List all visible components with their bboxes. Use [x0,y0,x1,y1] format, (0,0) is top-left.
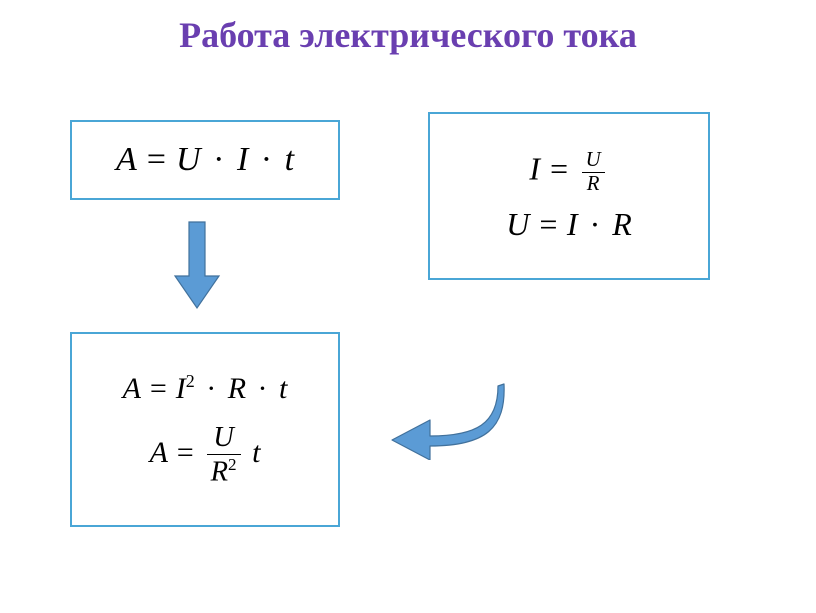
sym-A: A [123,372,141,405]
sym-A: A [116,141,136,178]
dot-op: · [202,372,220,405]
sym-I: I [176,372,186,405]
fraction-ur2: U R2 [207,422,241,489]
arrow-curve-icon [386,380,506,460]
sym-t: t [285,141,294,178]
dot-op: · [586,206,605,242]
sym-R: R [228,372,246,405]
sym-I: I [567,206,578,242]
frac-den: R [582,172,605,196]
sym-t: t [279,372,287,405]
sym-eq: = [175,436,203,469]
dot-op: · [209,141,228,178]
frac-num: U [582,149,605,172]
sym-I: I [237,141,248,178]
formula-a-i2rt: A = I2 · R · t [123,371,288,406]
arrow-down-icon [172,220,222,310]
dot-op: · [257,141,276,178]
sym-eq: = [548,151,578,187]
page-title: Работа электрического тока [0,14,816,56]
formula-a-uit: A = U · I · t [116,141,294,179]
sup-2: 2 [228,455,237,474]
frac-den: R2 [207,454,241,489]
dot-op: · [254,372,272,405]
formula-box-main: A = U · I · t [70,120,340,200]
sym-A: A [150,436,168,469]
formula-box-ohm: I = U R U = I · R [428,112,710,280]
sym-I: I [529,151,540,187]
sup-2: 2 [186,371,195,391]
frac-num: U [207,422,241,454]
formula-box-derived: A = I2 · R · t A = U R2 t [70,332,340,527]
sym-U: U [506,206,529,242]
sym-R: R [612,206,632,242]
sym-eq: = [537,206,567,242]
formula-u-ir: U = I · R [506,206,632,243]
fraction-ur: U R [582,149,605,196]
formula-a-ur2t: A = U R2 t [150,422,261,489]
sym-U: U [176,141,201,178]
sym-t: t [252,436,260,469]
formula-i-ur: I = U R [529,149,608,196]
sym-eq: = [145,141,176,178]
sym-eq: = [148,372,176,405]
